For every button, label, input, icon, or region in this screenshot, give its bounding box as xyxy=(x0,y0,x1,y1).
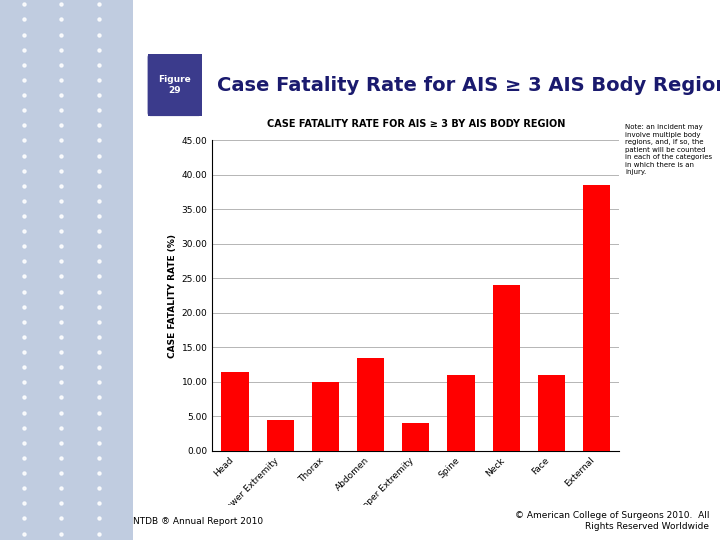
Bar xyxy=(357,357,384,451)
Bar xyxy=(222,372,248,451)
Text: Case Fatality Rate for AIS ≥ 3 AIS Body Region: Case Fatality Rate for AIS ≥ 3 AIS Body … xyxy=(217,76,720,94)
Bar xyxy=(538,375,565,451)
Bar xyxy=(312,382,339,451)
Text: © American College of Surgeons 2010.  All
Rights Reserved Worldwide: © American College of Surgeons 2010. All… xyxy=(515,511,709,531)
Bar xyxy=(583,185,610,451)
Bar xyxy=(492,285,520,451)
Bar xyxy=(402,423,429,451)
X-axis label: AIS BODY REGION: AIS BODY REGION xyxy=(364,526,467,536)
Text: NTDB ® Annual Report 2010: NTDB ® Annual Report 2010 xyxy=(133,517,264,525)
FancyBboxPatch shape xyxy=(148,54,202,116)
Y-axis label: CASE FATALITY RATE (%): CASE FATALITY RATE (%) xyxy=(168,234,178,357)
Bar xyxy=(266,420,294,451)
Text: Note: an incident may
involve multiple body
regions, and, if so, the
patient wil: Note: an incident may involve multiple b… xyxy=(625,124,712,175)
Bar xyxy=(447,375,474,451)
Text: Figure
29: Figure 29 xyxy=(158,76,191,94)
Title: CASE FATALITY RATE FOR AIS ≥ 3 BY AIS BODY REGION: CASE FATALITY RATE FOR AIS ≥ 3 BY AIS BO… xyxy=(266,118,565,129)
